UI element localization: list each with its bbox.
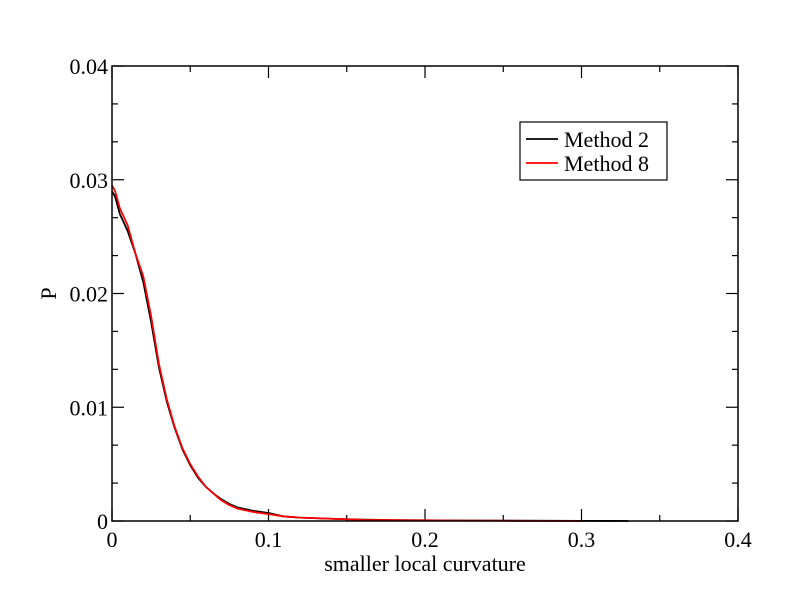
y-tick-label: 0.02 bbox=[70, 282, 109, 307]
y-tick-label: 0.03 bbox=[70, 168, 109, 193]
axis-tick-labels: 0 0.1 0.2 0.3 0.4 0 0.01 0.02 0.03 0.04 bbox=[70, 54, 752, 552]
y-tick-label: 0.04 bbox=[70, 54, 109, 79]
x-tick-label: 0.1 bbox=[255, 527, 283, 552]
x-tick-label: 0.4 bbox=[724, 527, 752, 552]
legend-box bbox=[519, 121, 668, 181]
y-tick-label: 0.01 bbox=[70, 395, 109, 420]
legend: Method 2 Method 8 bbox=[519, 121, 668, 181]
x-tick-label: 0.3 bbox=[568, 527, 596, 552]
x-tick-label: 0 bbox=[107, 527, 118, 552]
legend-entry-method-8: Method 8 bbox=[564, 151, 649, 176]
y-axis-label: P bbox=[36, 287, 61, 299]
legend-entry-method-2: Method 2 bbox=[564, 127, 649, 152]
x-axis-label: smaller local curvature bbox=[324, 551, 526, 576]
series-line-method-8 bbox=[111, 185, 582, 522]
plot-frame bbox=[111, 65, 739, 522]
y-tick-label: 0 bbox=[97, 509, 108, 534]
x-tick-label: 0.2 bbox=[411, 527, 439, 552]
